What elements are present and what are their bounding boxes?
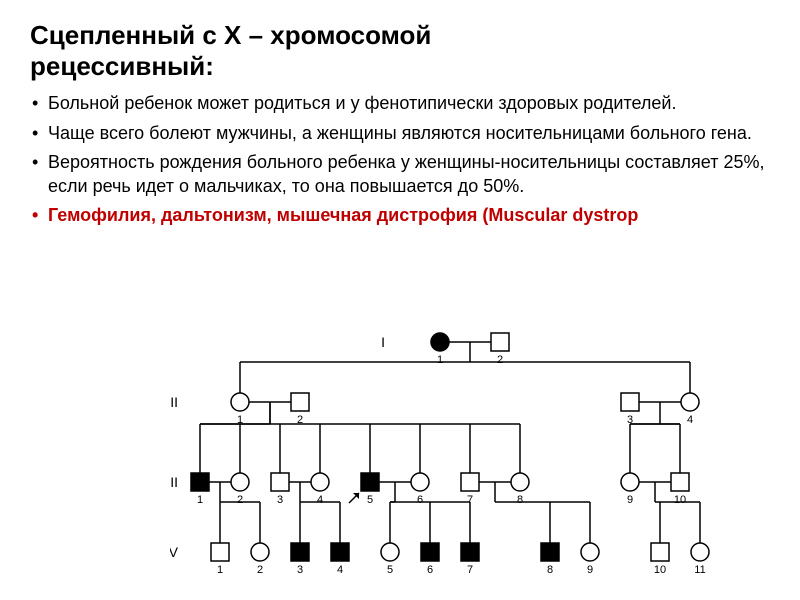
svg-text:4: 4 bbox=[687, 414, 693, 426]
svg-text:11: 11 bbox=[694, 564, 705, 576]
svg-text:3: 3 bbox=[297, 564, 303, 576]
svg-text:9: 9 bbox=[627, 494, 633, 506]
svg-text:III: III bbox=[170, 474, 178, 490]
svg-text:5: 5 bbox=[367, 494, 373, 506]
svg-text:2: 2 bbox=[497, 354, 503, 366]
svg-text:6: 6 bbox=[417, 494, 423, 506]
svg-text:2: 2 bbox=[237, 494, 243, 506]
svg-text:4: 4 bbox=[317, 494, 323, 506]
svg-text:3: 3 bbox=[627, 414, 633, 426]
bullet-item: Вероятность рождения больного ребенка у … bbox=[48, 151, 770, 198]
svg-text:4: 4 bbox=[337, 564, 343, 576]
svg-text:5: 5 bbox=[387, 564, 393, 576]
pedigree-chart: 121234123456789101234567891011IIIIIIIV bbox=[170, 330, 770, 590]
svg-text:7: 7 bbox=[467, 564, 473, 576]
svg-text:10: 10 bbox=[674, 494, 686, 506]
svg-text:6: 6 bbox=[427, 564, 433, 576]
pedigree-svg: 121234123456789101234567891011IIIIIIIV bbox=[170, 330, 770, 590]
bullet-highlight: Гемофилия, дальтонизм, мышечная дистрофи… bbox=[48, 204, 770, 227]
svg-text:2: 2 bbox=[257, 564, 263, 576]
svg-text:9: 9 bbox=[587, 564, 593, 576]
page-title: Сцепленный с Х – хромосомой рецессивный: bbox=[30, 20, 770, 82]
svg-text:II: II bbox=[170, 394, 178, 410]
svg-text:10: 10 bbox=[654, 564, 666, 576]
title-line-1: Сцепленный с Х – хромосомой bbox=[30, 20, 431, 50]
svg-text:1: 1 bbox=[197, 494, 203, 506]
svg-text:2: 2 bbox=[297, 414, 303, 426]
title-line-2: рецессивный: bbox=[30, 51, 214, 81]
svg-text:I: I bbox=[381, 334, 385, 350]
bullet-item: Больной ребенок может родиться и у фенот… bbox=[48, 92, 770, 115]
svg-text:1: 1 bbox=[217, 564, 223, 576]
svg-text:1: 1 bbox=[237, 414, 243, 426]
svg-text:8: 8 bbox=[547, 564, 553, 576]
svg-text:3: 3 bbox=[277, 494, 283, 506]
svg-text:8: 8 bbox=[517, 494, 523, 506]
svg-text:1: 1 bbox=[437, 354, 443, 366]
svg-text:IV: IV bbox=[170, 544, 179, 560]
svg-text:7: 7 bbox=[467, 494, 473, 506]
bullet-item: Чаще всего болеют мужчины, а женщины явл… bbox=[48, 122, 770, 145]
bullet-list: Больной ребенок может родиться и у фенот… bbox=[30, 92, 770, 227]
